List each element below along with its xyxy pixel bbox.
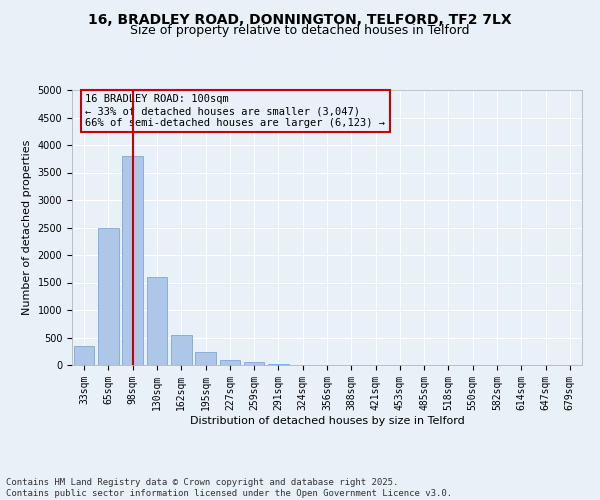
Text: 16 BRADLEY ROAD: 100sqm
← 33% of detached houses are smaller (3,047)
66% of semi: 16 BRADLEY ROAD: 100sqm ← 33% of detache…	[85, 94, 385, 128]
Bar	[98, 228, 119, 365]
Bar	[268, 364, 289, 365]
Bar	[146, 277, 167, 365]
Bar	[195, 352, 216, 365]
Bar	[220, 360, 240, 365]
Text: 16, BRADLEY ROAD, DONNINGTON, TELFORD, TF2 7LX: 16, BRADLEY ROAD, DONNINGTON, TELFORD, T…	[88, 12, 512, 26]
Text: Contains HM Land Registry data © Crown copyright and database right 2025.
Contai: Contains HM Land Registry data © Crown c…	[6, 478, 452, 498]
Y-axis label: Number of detached properties: Number of detached properties	[22, 140, 32, 315]
Bar	[171, 335, 191, 365]
Bar	[244, 362, 265, 365]
Bar	[122, 156, 143, 365]
X-axis label: Distribution of detached houses by size in Telford: Distribution of detached houses by size …	[190, 416, 464, 426]
Text: Size of property relative to detached houses in Telford: Size of property relative to detached ho…	[130, 24, 470, 37]
Bar	[74, 346, 94, 365]
